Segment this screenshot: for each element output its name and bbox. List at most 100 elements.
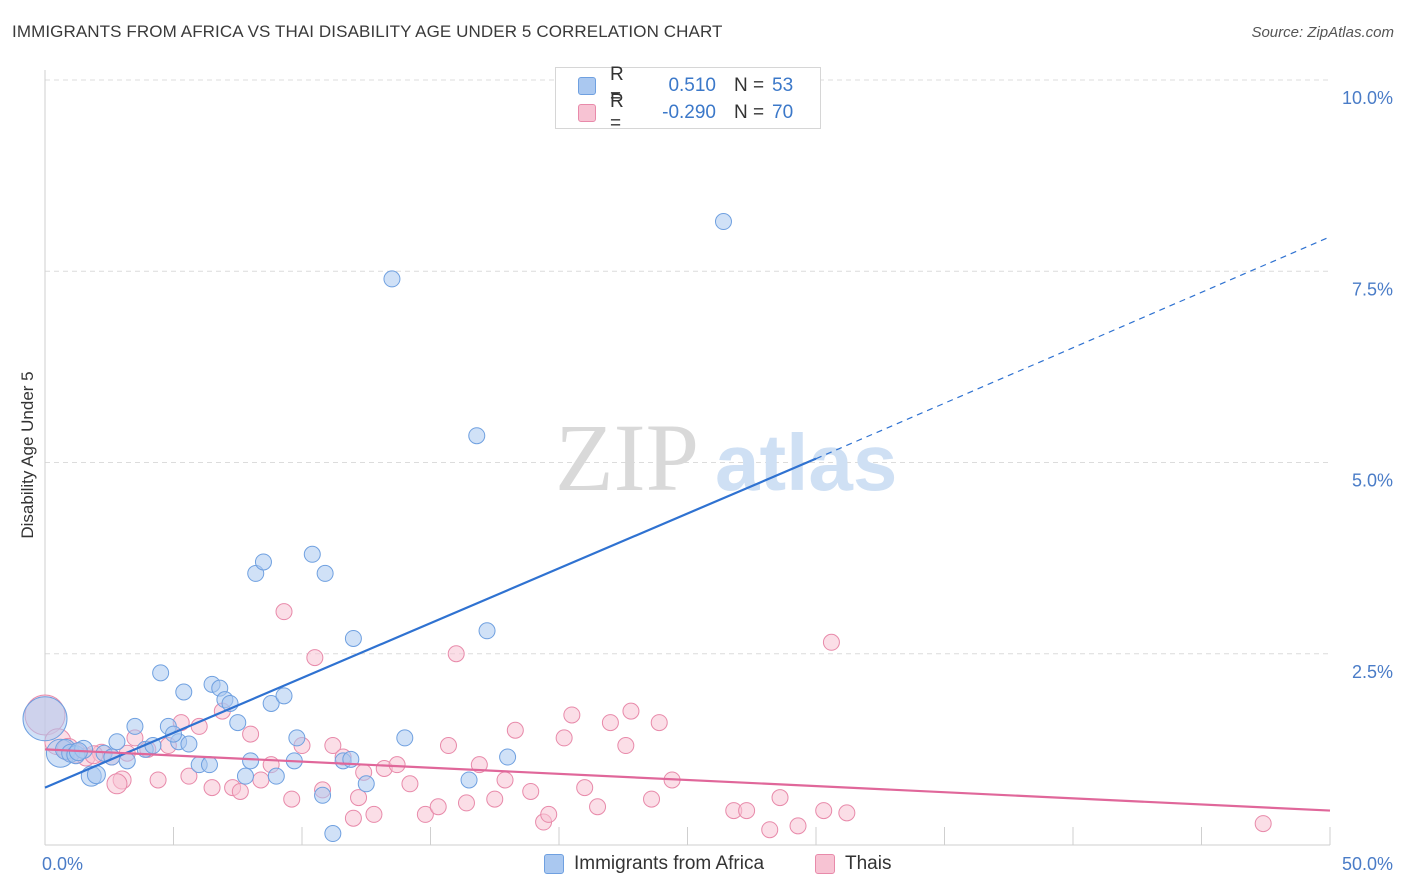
legend-n-value: 53 <box>772 75 794 96</box>
tick-labels: 2.5% 5.0% 7.5% 10.0% 0.0% 50.0% <box>42 88 1393 874</box>
legend-row-africa: R = 0.510 N = 53 <box>556 64 794 107</box>
africa-trend-extension <box>815 236 1331 460</box>
africa-point <box>200 756 218 774</box>
thais-point <box>457 794 475 812</box>
thais-point <box>789 817 807 835</box>
thais-point <box>589 798 607 816</box>
africa-point <box>303 545 321 563</box>
thais-point <box>470 756 488 774</box>
africa-point <box>254 553 272 571</box>
legend-n-value: 70 <box>772 102 794 123</box>
thais-point <box>738 802 756 820</box>
bottom-legend-label-africa: Immigrants from Africa <box>574 853 765 874</box>
thais-point <box>650 714 668 732</box>
africa-point <box>242 752 260 770</box>
africa-point <box>236 767 254 785</box>
legend-r-value: -0.290 <box>662 102 716 123</box>
africa-point <box>396 729 414 747</box>
y-tick-label: 2.5% <box>1352 662 1393 682</box>
thais-point <box>771 789 789 807</box>
correlation-legend: R = 0.510 N = 53 R = -0.290 N = 70 <box>555 64 821 134</box>
thais-point <box>252 771 270 789</box>
bottom-legend-swatch-thais <box>815 854 835 874</box>
thais-point <box>622 702 640 720</box>
thais-point <box>439 737 457 755</box>
africa-point <box>314 786 332 804</box>
thais-point <box>601 714 619 732</box>
legend-r-label: R = <box>610 91 624 134</box>
thais-point <box>324 737 342 755</box>
thais-point <box>522 782 540 800</box>
africa-point <box>499 748 517 766</box>
thais-point <box>761 821 779 839</box>
africa-point <box>714 213 732 231</box>
source-label: Source: ZipAtlas.com <box>1251 24 1394 41</box>
legend-swatch-africa <box>578 77 596 95</box>
thais-point <box>822 633 840 651</box>
thais-point <box>180 767 198 785</box>
legend-row-thais: R = -0.290 N = 70 <box>556 91 794 134</box>
thais-point <box>203 779 221 797</box>
thais-point <box>1254 815 1272 833</box>
africa-point <box>229 714 247 732</box>
thais-point <box>401 775 419 793</box>
africa-trend-line <box>44 457 817 789</box>
thais-point <box>388 756 406 774</box>
thais-point <box>617 737 635 755</box>
thais-point <box>306 649 324 667</box>
africa-point <box>180 735 198 753</box>
legend-r-value: 0.510 <box>668 75 716 96</box>
watermark-zip: ZIP <box>555 404 699 511</box>
thais-point <box>365 805 383 823</box>
africa-point <box>275 687 293 705</box>
africa-point <box>262 694 280 712</box>
thais-point <box>555 729 573 747</box>
africa-point <box>126 717 144 735</box>
africa-point <box>460 771 478 789</box>
trend-lines <box>44 236 1331 812</box>
bottom-legend-label-thais: Thais <box>845 853 892 874</box>
thais-point <box>242 725 260 743</box>
africa-point <box>478 622 496 640</box>
africa-point <box>108 733 126 751</box>
legend-n-label: N = <box>734 75 765 96</box>
africa-point <box>175 683 193 701</box>
africa-point <box>324 825 342 843</box>
thais-point <box>344 809 362 827</box>
thais-point <box>275 603 293 621</box>
thais-point <box>563 706 581 724</box>
y-tick-label: 10.0% <box>1342 88 1393 108</box>
africa-point <box>288 729 306 747</box>
y-tick-label: 7.5% <box>1352 279 1393 299</box>
africa-point <box>468 427 486 445</box>
thais-point <box>576 779 594 797</box>
thais-point <box>643 790 661 808</box>
thais-point <box>447 645 465 663</box>
thais-point <box>106 773 128 795</box>
thais-point <box>496 771 514 789</box>
bottom-legend-thais: Thais <box>815 852 891 876</box>
africa-point <box>22 696 68 742</box>
bottom-legend-swatch-africa <box>544 854 564 874</box>
africa-point <box>383 270 401 288</box>
africa-point <box>344 629 362 647</box>
thais-point <box>231 782 249 800</box>
thais-point <box>540 805 558 823</box>
thais-point <box>486 790 504 808</box>
thais-point <box>506 721 524 739</box>
legend-r-label: R = <box>610 64 624 107</box>
thais-point <box>149 771 167 789</box>
thais-trend-line <box>44 748 1331 812</box>
thais-points <box>24 603 1272 839</box>
watermark: ZIP atlas <box>555 404 897 511</box>
africa-point <box>357 775 375 793</box>
thais-point <box>838 804 856 822</box>
thais-point <box>350 789 368 807</box>
thais-point <box>429 798 447 816</box>
chart-title: IMMIGRANTS FROM AFRICA VS THAI DISABILIT… <box>12 22 723 41</box>
thais-point <box>283 790 301 808</box>
africa-point <box>152 664 170 682</box>
thais-point <box>416 805 434 823</box>
bottom-legend-africa: Immigrants from Africa <box>544 852 764 876</box>
